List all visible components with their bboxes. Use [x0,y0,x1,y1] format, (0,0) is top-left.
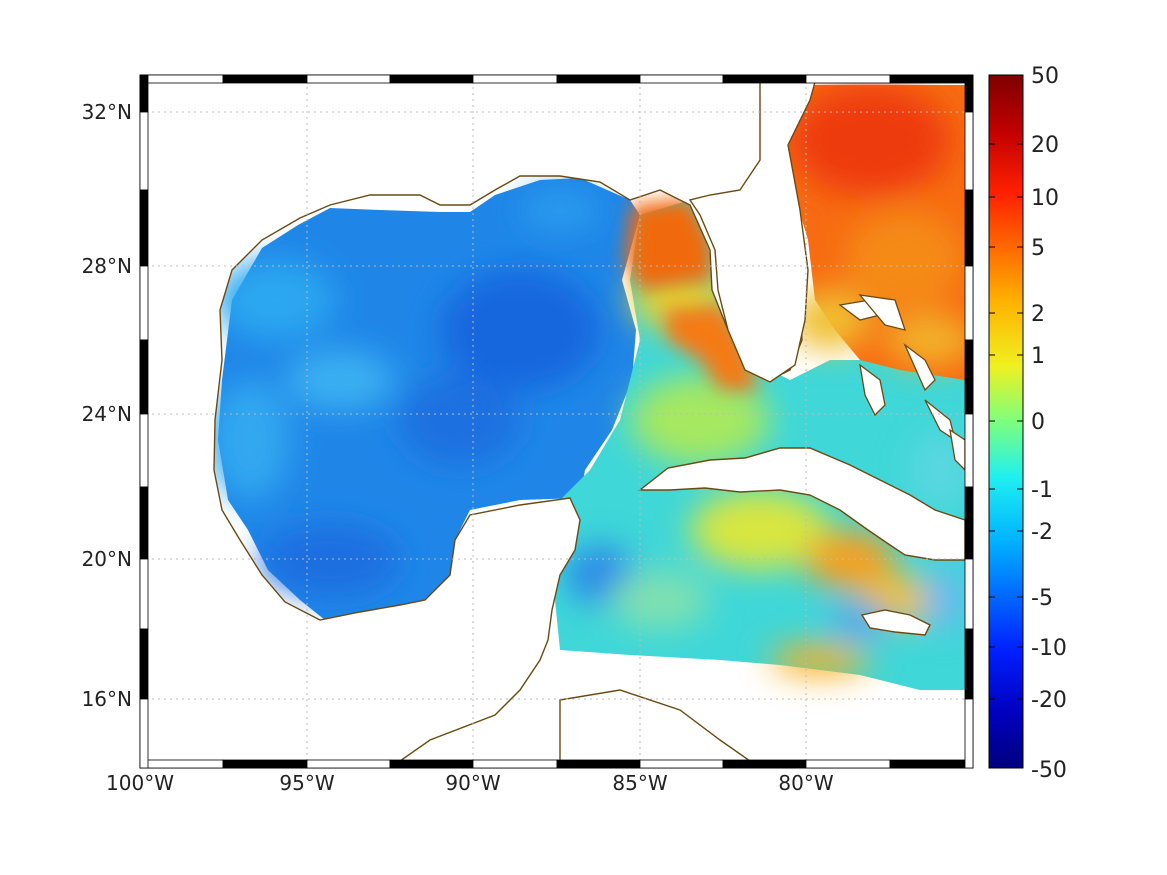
frame-segment [889,74,974,84]
frame-segment [139,74,224,84]
bahamas-islands [838,294,966,472]
lon-tick-label: 80°W [778,771,833,795]
lat-tick-label: 32°N [82,100,132,124]
frame-segment [964,558,974,630]
lat-tick-label: 16°N [82,687,132,711]
frame-segment [389,759,474,769]
frame-segment [139,413,149,488]
frame-segment [139,486,149,560]
colorbar-ticks [989,143,1023,700]
colorbar-label: 0 [1031,410,1045,435]
colorbar-label: -1 [1031,478,1053,503]
frame-segment [805,74,891,84]
frame-segment [222,759,308,769]
frame-segment [639,74,724,84]
frame-segment [139,111,149,191]
frame-segment [889,759,974,769]
frame-segment [139,558,149,630]
frame-segment [964,413,974,488]
colorbar-label: -20 [1031,688,1067,713]
lat-axis: 32°N 28°N 24°N 20°N 16°N [82,100,132,711]
colorbar-label: -10 [1031,636,1067,661]
colorbar-label: -5 [1031,586,1053,611]
colorbar-label: 20 [1031,133,1059,158]
colorbar-label: 5 [1031,236,1045,261]
frame-segment [964,111,974,191]
colorbar-label: 2 [1031,302,1045,327]
frame-segment [222,74,308,84]
lon-tick-label: 85°W [612,771,667,795]
colorbar-label: 1 [1031,344,1045,369]
frame-segment [722,759,807,769]
frame-segment [139,698,149,769]
lon-tick-label: 100°W [106,771,174,795]
frame-segment [722,74,807,84]
colorbar-label: 10 [1031,186,1059,211]
frame-segment [964,339,974,415]
frame-segment [139,339,149,415]
frame-segment [964,189,974,267]
frame-segment [139,189,149,267]
grid-lines [140,75,973,768]
lat-tick-label: 20°N [82,547,132,571]
lon-tick-label: 90°W [445,771,500,795]
frame-segment [964,486,974,560]
colorbar-label: -2 [1031,520,1053,545]
frame-segment [639,759,724,769]
frame-segment [964,265,974,341]
frame-segment [556,759,641,769]
lon-axis: 100°W 95°W 90°W 85°W 80°W [106,771,834,795]
caribbean-variations [565,270,970,676]
frame-segment [139,265,149,341]
jamaica-coast [860,609,931,636]
anomaly-field [140,75,973,768]
florida-mask [688,79,816,383]
frame-segment [472,759,558,769]
lat-tick-label: 28°N [82,254,132,278]
frame-segment [139,628,149,700]
frame-segment [139,759,224,769]
frame-segment [389,74,474,84]
lat-tick-label: 24°N [82,402,132,426]
colorbar: 50 20 10 5 2 1 0 -1 -2 -5 -10 -20 -50 [988,64,1067,783]
frame-segment [964,628,974,700]
frame-segment [964,698,974,769]
frame-segment [556,74,641,84]
frame-segment [306,759,391,769]
central-america-coast [559,689,762,768]
gulf-variations [210,190,600,595]
frame-segment [306,74,391,84]
frame-segment [472,74,558,84]
colorbar-label: -50 [1031,758,1067,783]
frame-segment [805,759,891,769]
map-frame [139,74,974,769]
colorbar-label: 50 [1031,64,1059,89]
lon-tick-label: 95°W [279,771,334,795]
frame-segment [964,74,974,113]
frame-segment [139,74,149,113]
